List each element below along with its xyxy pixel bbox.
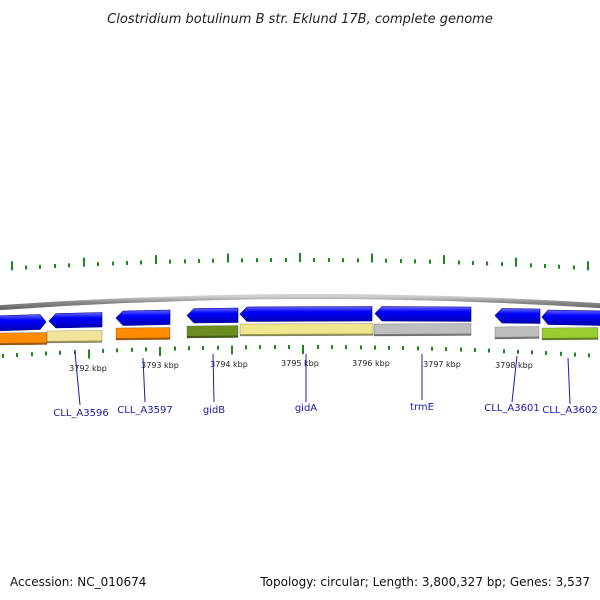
map-title: Clostridium botulinum B str. Eklund 17B,… — [107, 12, 493, 27]
gene-label-trme[interactable]: trmE — [410, 402, 434, 413]
gene-block-shadow — [186, 335, 239, 338]
gene-label-leader — [511, 355, 518, 403]
gene-block-shadow — [541, 337, 599, 340]
gc-content-ticks — [11, 253, 589, 271]
cds-arrow[interactable] — [186, 307, 239, 324]
gene-block-shadow — [494, 336, 540, 339]
gene-labels: CLL_A3596 CLL_A3597 gidB gidA trmE CLL_A3601 C… — [53, 351, 598, 419]
genome-backbone — [0, 293, 600, 311]
gene-label-gidb[interactable]: gidB — [203, 405, 225, 416]
gene-label-cll-a3601[interactable]: CLL_A3601 — [484, 403, 539, 414]
gene-block-shadow — [115, 337, 171, 340]
gene-block[interactable] — [0, 332, 48, 346]
cds-arrow[interactable] — [48, 312, 103, 329]
ruler: 3792 kbp 3793 kbp 3794 kbp 3795 kbp 3796 kbp… — [69, 359, 533, 373]
accession-text: Accession: NC_010674 — [10, 575, 146, 589]
gene-label-leader — [212, 353, 215, 403]
gene-block-shadow — [239, 333, 374, 336]
gene-label-cll-a3602[interactable]: CLL_A3602 — [542, 405, 597, 416]
cds-arrow[interactable] — [0, 314, 47, 332]
ruler-label: 3793 kbp — [141, 361, 179, 370]
ruler-label: 3796 kbp — [352, 359, 390, 368]
gene-block[interactable] — [373, 323, 472, 337]
gene-block[interactable] — [239, 323, 374, 337]
gene-label-gida[interactable]: gidA — [295, 403, 317, 414]
cds-arrow[interactable] — [374, 306, 472, 322]
gene-label-cll-a3597[interactable]: CLL_A3597 — [117, 405, 172, 416]
gene-label-leader — [142, 357, 146, 403]
cds-arrow[interactable] — [239, 306, 373, 322]
gene-block-shadow — [46, 340, 103, 343]
cds-track — [0, 306, 600, 332]
ruler-label: 3792 kbp — [69, 364, 107, 373]
ruler-label: 3797 kbp — [423, 360, 461, 369]
gene-block[interactable] — [115, 327, 171, 341]
gene-label-leader — [74, 351, 81, 406]
gene-label-cll-a3596[interactable]: CLL_A3596 — [53, 408, 108, 419]
ruler-label: 3794 kbp — [210, 360, 248, 369]
genome-summary-text: Topology: circular; Length: 3,800,327 bp… — [259, 575, 590, 589]
cds-arrow[interactable] — [541, 309, 600, 326]
gene-block[interactable] — [541, 327, 599, 341]
ruler-ticks — [2, 345, 590, 359]
gene-track — [0, 323, 599, 346]
cds-arrow[interactable] — [494, 308, 541, 324]
ruler-label: 3795 kbp — [281, 359, 319, 368]
gene-block-shadow — [373, 333, 472, 336]
cds-arrow[interactable] — [115, 309, 171, 326]
ruler-label: 3798 kbp — [495, 361, 533, 370]
gene-block-shadow — [0, 342, 48, 345]
gene-label-leader — [567, 357, 571, 405]
gene-block[interactable] — [494, 326, 540, 340]
gene-block[interactable] — [46, 330, 103, 344]
gene-block[interactable] — [186, 325, 239, 339]
